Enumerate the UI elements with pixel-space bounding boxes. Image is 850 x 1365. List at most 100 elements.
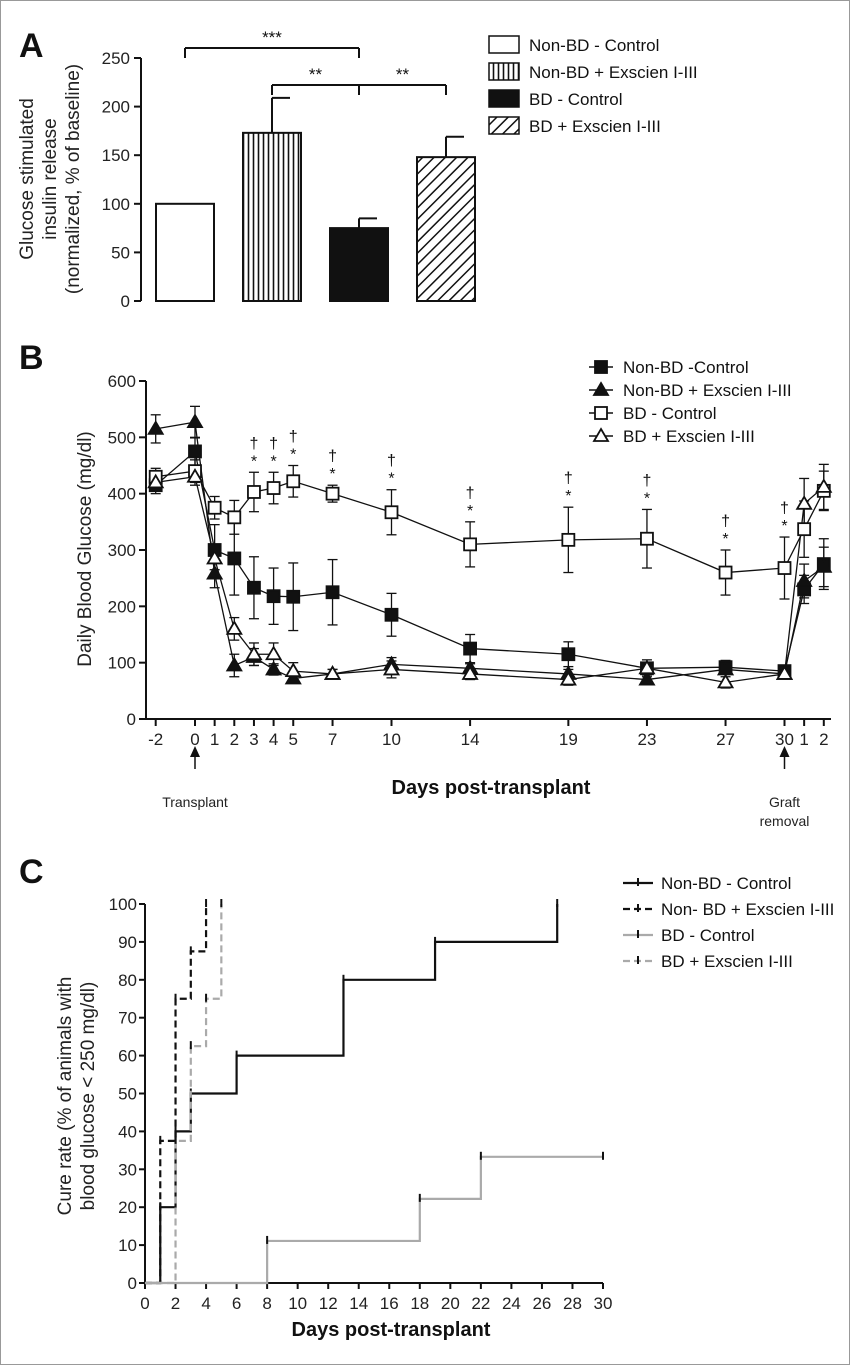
a-y-tick-label: 200 — [102, 98, 130, 117]
b-sig-star: * — [565, 488, 571, 505]
b-data-point — [640, 531, 654, 546]
a-y-axis-label: (normalized, % of baseline) — [63, 64, 84, 294]
a-bar — [329, 227, 389, 303]
c-y-tick-label: 90 — [118, 933, 137, 952]
b-sig-star: * — [329, 466, 335, 483]
b-y-tick-label: 100 — [108, 654, 136, 673]
b-x-axis-label: Days post-transplant — [392, 777, 591, 799]
c-x-tick-label: 0 — [140, 1294, 149, 1313]
b-data-point — [227, 551, 242, 566]
b-series-line — [155, 470, 825, 574]
b-y-axis-label: Daily Blood Glucose (mg/dl) — [75, 431, 96, 666]
b-data-point — [777, 561, 792, 575]
b-sig-dagger: † — [466, 485, 475, 502]
a-legend-swatch — [488, 116, 520, 135]
b-data-point — [284, 669, 302, 685]
b-sig-star: * — [467, 503, 473, 520]
c-x-tick-label: 30 — [594, 1294, 613, 1313]
b-data-point — [206, 549, 224, 565]
b-arrow-icon — [190, 746, 200, 757]
b-data-point — [286, 589, 301, 604]
b-sig-star: * — [781, 518, 787, 535]
c-x-tick-label: 24 — [502, 1294, 521, 1313]
a-bar — [242, 131, 302, 302]
b-sig-star: * — [251, 453, 257, 470]
b-sig-dagger: † — [564, 470, 573, 487]
c-y-tick-label: 30 — [118, 1160, 137, 1179]
b-legend-label: BD + Exscien I-III — [623, 427, 755, 446]
b-data-point — [795, 495, 813, 510]
a-sig-label: ** — [309, 65, 323, 84]
b-annotation-label: Graft — [769, 794, 800, 810]
b-x-tick-label: 27 — [716, 730, 735, 749]
b-legend-label: Non-BD -Control — [623, 358, 749, 377]
a-y-axis-label: insulin release — [40, 118, 61, 239]
b-data-point — [247, 485, 261, 499]
a-legend-swatch — [488, 62, 520, 81]
b-y-tick-label: 600 — [108, 372, 136, 391]
c-x-tick-label: 16 — [380, 1294, 399, 1313]
b-legend-label: BD - Control — [623, 404, 717, 423]
b-data-point — [561, 532, 576, 547]
b-data-point — [147, 473, 165, 489]
a-y-tick-label: 50 — [111, 243, 130, 262]
b-data-point — [266, 589, 281, 604]
b-y-tick-label: 500 — [108, 428, 136, 447]
c-x-tick-label: 12 — [319, 1294, 338, 1313]
b-x-tick-label: 10 — [382, 730, 401, 749]
b-series-line — [155, 450, 825, 672]
b-data-point — [638, 670, 656, 686]
c-step-line — [145, 904, 559, 1285]
b-y-tick-label: 400 — [108, 485, 136, 504]
b-data-point — [382, 660, 401, 676]
b-sig-star: * — [270, 453, 276, 470]
b-x-tick-label: 2 — [819, 730, 828, 749]
b-y-tick-label: 0 — [127, 710, 136, 729]
a-legend-label: BD - Control — [529, 90, 623, 109]
a-y-tick-label: 150 — [102, 146, 130, 165]
b-y-tick-label: 200 — [108, 597, 136, 616]
b-data-point — [461, 665, 479, 680]
c-x-tick-label: 2 — [171, 1294, 180, 1313]
c-y-tick-label: 0 — [128, 1274, 137, 1293]
a-legend-label: BD + Exscien I-III — [529, 117, 661, 136]
b-data-point — [265, 645, 283, 661]
c-x-tick-label: 28 — [563, 1294, 582, 1313]
c-x-tick-label: 10 — [288, 1294, 307, 1313]
b-x-tick-label: 1 — [210, 730, 219, 749]
panel-label-c: C — [19, 853, 44, 891]
b-annotation-label: removal — [760, 813, 810, 829]
a-legend-label: Non-BD - Control — [529, 36, 659, 55]
b-sig-star: * — [644, 490, 650, 507]
b-x-tick-label: -2 — [148, 730, 163, 749]
b-sig-star: * — [290, 447, 296, 464]
b-sig-dagger: † — [721, 513, 730, 530]
b-data-point — [325, 585, 340, 600]
b-data-point — [225, 656, 243, 672]
b-sig-dagger: † — [780, 500, 789, 517]
a-bar — [416, 156, 476, 302]
c-x-tick-label: 14 — [349, 1294, 368, 1313]
b-legend-marker — [594, 406, 608, 420]
b-x-tick-label: 0 — [190, 730, 199, 749]
b-legend-marker — [592, 427, 610, 442]
c-y-axis-label: blood glucose < 250 mg/dl) — [78, 982, 99, 1211]
b-sig-dagger: † — [328, 448, 337, 465]
b-data-point — [325, 486, 340, 501]
panel-label-b: B — [19, 339, 44, 377]
a-y-axis-label: Glucose stimulated — [17, 98, 38, 260]
b-data-point — [207, 500, 222, 515]
c-y-tick-label: 50 — [118, 1085, 137, 1104]
b-sig-dagger: † — [642, 472, 651, 489]
b-data-point — [286, 474, 301, 489]
b-data-point — [206, 564, 224, 580]
b-data-point — [247, 580, 261, 595]
b-x-tick-label: 2 — [230, 730, 239, 749]
c-x-tick-label: 22 — [471, 1294, 490, 1313]
b-data-point — [718, 565, 733, 580]
b-data-point — [188, 444, 202, 459]
c-y-axis-label: Cure rate (% of animals with — [55, 977, 76, 1216]
b-data-point — [265, 660, 283, 676]
